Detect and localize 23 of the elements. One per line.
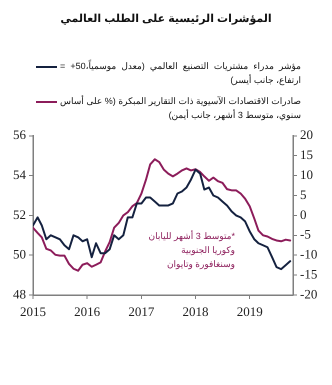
x-tick-label: 2015: [20, 304, 46, 320]
x-tick-label: 2018: [182, 304, 209, 320]
legend-label: صادرات الاقتصادات الآسيوية ذات التقارير المبكرة (% على أساس سنوي، متوسط 3 أشهر، جانب أيمن): [60, 94, 301, 122]
y2-tick-label: 20: [300, 127, 313, 142]
x-tick-label: 2016: [74, 304, 101, 320]
y2-tick-label: -10: [300, 246, 318, 262]
x-tick-label: 2017: [128, 304, 155, 320]
y2-tick-label: -15: [300, 266, 318, 282]
y2-tick-label: -5: [300, 226, 311, 242]
y-tick-label: 54: [13, 167, 26, 182]
annotation: *متوسط 3 أشهر لليابان وكوريا الجنوبية وسنغافورة وتايوان: [148, 229, 235, 271]
y2-tick-label: 5: [300, 186, 306, 202]
chart-title: المؤشرات الرئيسية على الطلب العالمي: [59, 12, 273, 25]
legend-label: مؤشر مدراء مشتريات التصنيع العالمي (معدل موسمياً،50+ = ارتفاع، جانب أيسر): [60, 59, 301, 87]
y-tick-label: 52: [13, 206, 26, 222]
y2-tick-label: 0: [300, 206, 306, 222]
y2-tick-label: 10: [300, 167, 313, 182]
y-tick-label: 56: [13, 127, 26, 142]
x-tick-label: 2019: [236, 304, 263, 320]
y2-tick-label: -20: [300, 286, 318, 302]
y2-tick-label: 15: [300, 147, 313, 162]
y-tick-label: 48: [13, 286, 26, 302]
y-tick-label: 50: [13, 246, 26, 262]
